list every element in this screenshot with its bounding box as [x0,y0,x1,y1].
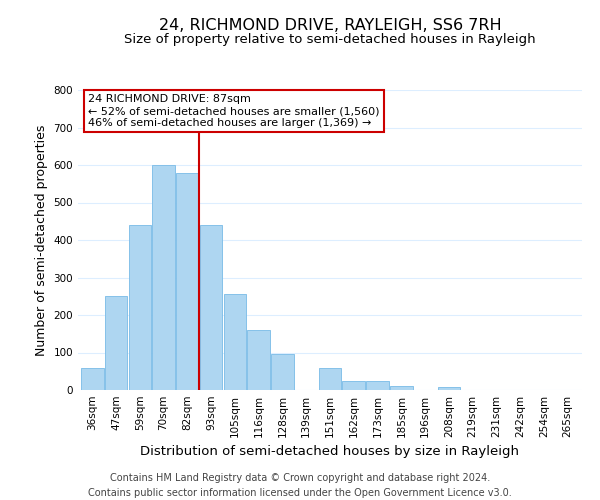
Bar [390,386,413,390]
Bar [200,225,223,390]
Bar [128,225,151,390]
Text: 24, RICHMOND DRIVE, RAYLEIGH, SS6 7RH: 24, RICHMOND DRIVE, RAYLEIGH, SS6 7RH [158,18,502,32]
Bar [224,294,246,390]
Bar [366,380,389,390]
Bar [247,330,270,390]
Bar [152,165,175,390]
Text: Size of property relative to semi-detached houses in Rayleigh: Size of property relative to semi-detach… [124,32,536,46]
Bar [319,368,341,390]
Text: 24 RICHMOND DRIVE: 87sqm
← 52% of semi-detached houses are smaller (1,560)
46% o: 24 RICHMOND DRIVE: 87sqm ← 52% of semi-d… [88,94,380,128]
Bar [271,354,294,390]
Bar [81,368,104,390]
Bar [105,296,127,390]
Y-axis label: Number of semi-detached properties: Number of semi-detached properties [35,124,48,356]
Bar [343,380,365,390]
Bar [176,172,199,390]
Bar [437,387,460,390]
X-axis label: Distribution of semi-detached houses by size in Rayleigh: Distribution of semi-detached houses by … [140,446,520,458]
Text: Contains HM Land Registry data © Crown copyright and database right 2024.
Contai: Contains HM Land Registry data © Crown c… [88,472,512,498]
